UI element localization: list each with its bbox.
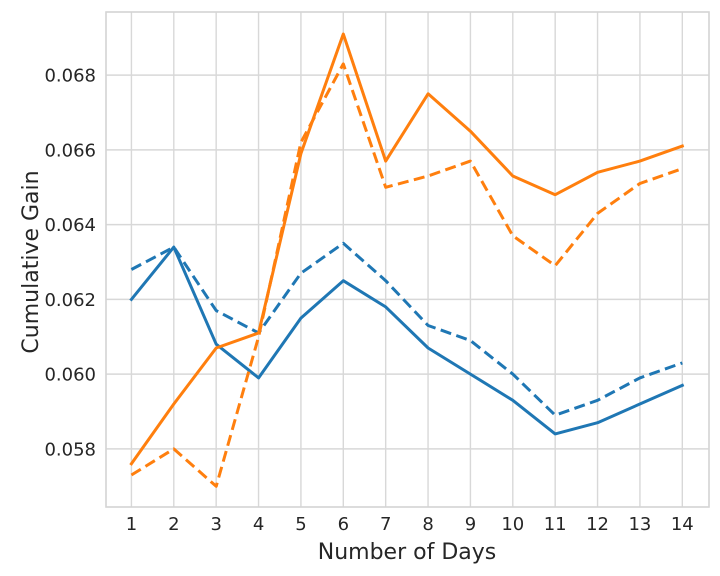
y-tick-label: 0.068 (44, 66, 96, 87)
x-tick-label: 4 (253, 514, 264, 535)
data-line-orange-solid (129, 32, 685, 466)
x-tick-label: 7 (380, 514, 391, 535)
x-tick-label: 5 (295, 514, 306, 535)
x-axis-tick-labels: 1 2 3 4 5 6 7 8 9 10 11 12 13 14 (126, 514, 694, 535)
x-tick-label: 13 (628, 514, 651, 535)
y-tick-label: 0.064 (44, 215, 96, 236)
x-tick-label: 14 (671, 514, 694, 535)
x-tick-label: 12 (586, 514, 609, 535)
x-tick-label: 8 (422, 514, 433, 535)
y-tick-label: 0.066 (44, 140, 96, 161)
y-tick-label: 0.062 (44, 290, 96, 311)
x-tick-label: 2 (168, 514, 179, 535)
y-tick-label: 0.060 (44, 365, 96, 386)
x-tick-label: 9 (465, 514, 476, 535)
x-tick-label: 3 (210, 514, 221, 535)
data-line-blue-solid (129, 245, 685, 436)
y-axis-label: Cumulative Gain (19, 170, 44, 353)
data-line-blue-dashed (130, 241, 683, 417)
x-tick-label: 6 (338, 514, 349, 535)
gridlines (106, 12, 709, 507)
x-tick-label: 10 (501, 514, 524, 535)
x-tick-label: 1 (126, 514, 137, 535)
y-tick-label: 0.058 (44, 439, 96, 460)
plot-border (105, 11, 710, 508)
x-axis-label: Number of Days (318, 540, 496, 565)
y-axis-tick-labels: 0.058 0.060 0.062 0.064 0.066 0.068 (44, 66, 96, 461)
data-lines (129, 32, 685, 488)
data-line-orange-dashed (130, 62, 683, 488)
x-tick-label: 11 (544, 514, 567, 535)
